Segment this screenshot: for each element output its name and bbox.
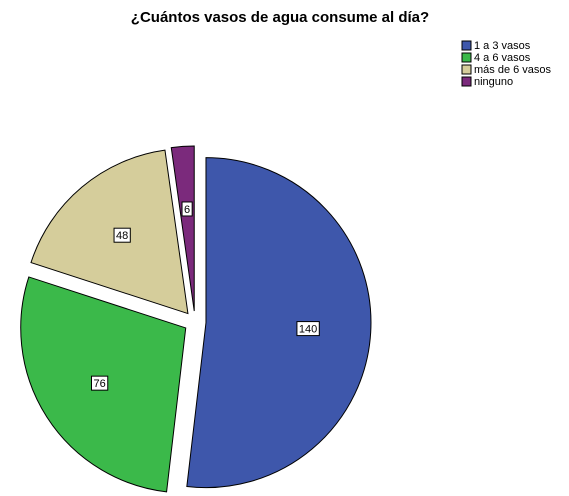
- legend-swatch: [461, 76, 472, 87]
- legend-label: más de 6 vasos: [474, 64, 552, 76]
- pie-slice: [170, 145, 195, 312]
- data-label: 6: [184, 204, 190, 216]
- data-label: 76: [93, 378, 105, 390]
- data-label: 140: [299, 323, 317, 335]
- data-label-box: [113, 227, 131, 243]
- data-label-box: [181, 201, 193, 217]
- legend-label: ninguno: [474, 76, 513, 88]
- legend-swatch: [461, 64, 472, 75]
- data-label-box: [296, 321, 320, 337]
- legend-label: 4 a 6 vasos: [474, 52, 531, 64]
- data-label-box: [90, 375, 109, 391]
- legend-label: 1 a 3 vasos: [474, 40, 531, 52]
- data-label: 48: [116, 230, 128, 242]
- legend-swatch: [461, 40, 472, 51]
- chart-title: ¿Cuántos vasos de agua consume al día?: [131, 9, 429, 26]
- pie-slice: [186, 157, 372, 489]
- legend-swatch: [461, 52, 472, 63]
- pie-slice: [30, 149, 189, 315]
